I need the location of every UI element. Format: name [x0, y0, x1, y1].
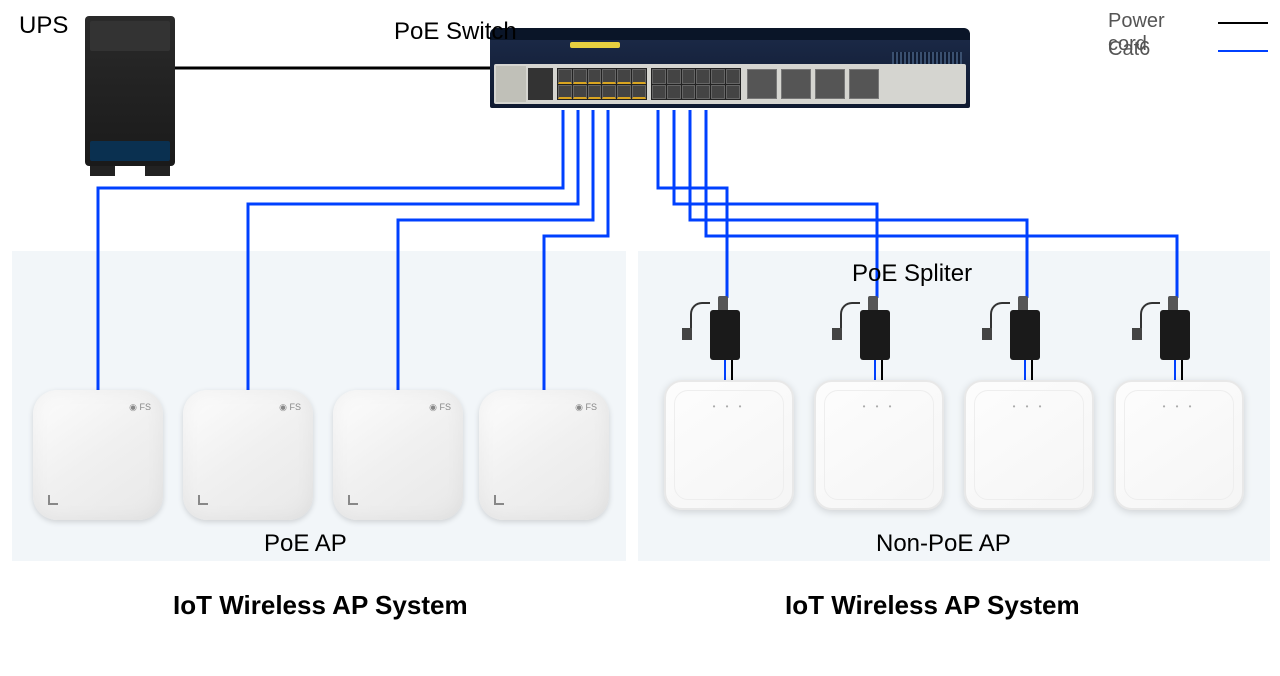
nonpoe-ap-device: • • • [814, 380, 944, 510]
poe-ap-device: ◉ FS [479, 390, 609, 520]
legend-cat6-line [1218, 50, 1268, 52]
poe-splitter-device [1160, 310, 1190, 360]
system-right-label: IoT Wireless AP System [785, 590, 1080, 621]
nonpoe-ap-device: • • • [664, 380, 794, 510]
poe-ap-device: ◉ FS [183, 390, 313, 520]
poe-splitter-device [860, 310, 890, 360]
ups-label: UPS [19, 12, 68, 40]
legend-cat6-label: Cat6 [1108, 38, 1150, 61]
splitter-label: PoE Spliter [852, 260, 972, 288]
poe-splitter-device [710, 310, 740, 360]
poe-switch-device [490, 28, 970, 108]
system-left-label: IoT Wireless AP System [173, 590, 468, 621]
legend-power-line [1218, 22, 1268, 24]
poe-splitter-device [1010, 310, 1040, 360]
switch-label: PoE Switch [394, 18, 517, 46]
nonpoe-ap-device: • • • [1114, 380, 1244, 510]
nonpoe-ap-label: Non-PoE AP [876, 530, 1011, 558]
poe-ap-device: ◉ FS [33, 390, 163, 520]
poe-ap-label: PoE AP [264, 530, 347, 558]
ups-device [85, 16, 175, 166]
poe-ap-device: ◉ FS [333, 390, 463, 520]
nonpoe-ap-device: • • • [964, 380, 1094, 510]
